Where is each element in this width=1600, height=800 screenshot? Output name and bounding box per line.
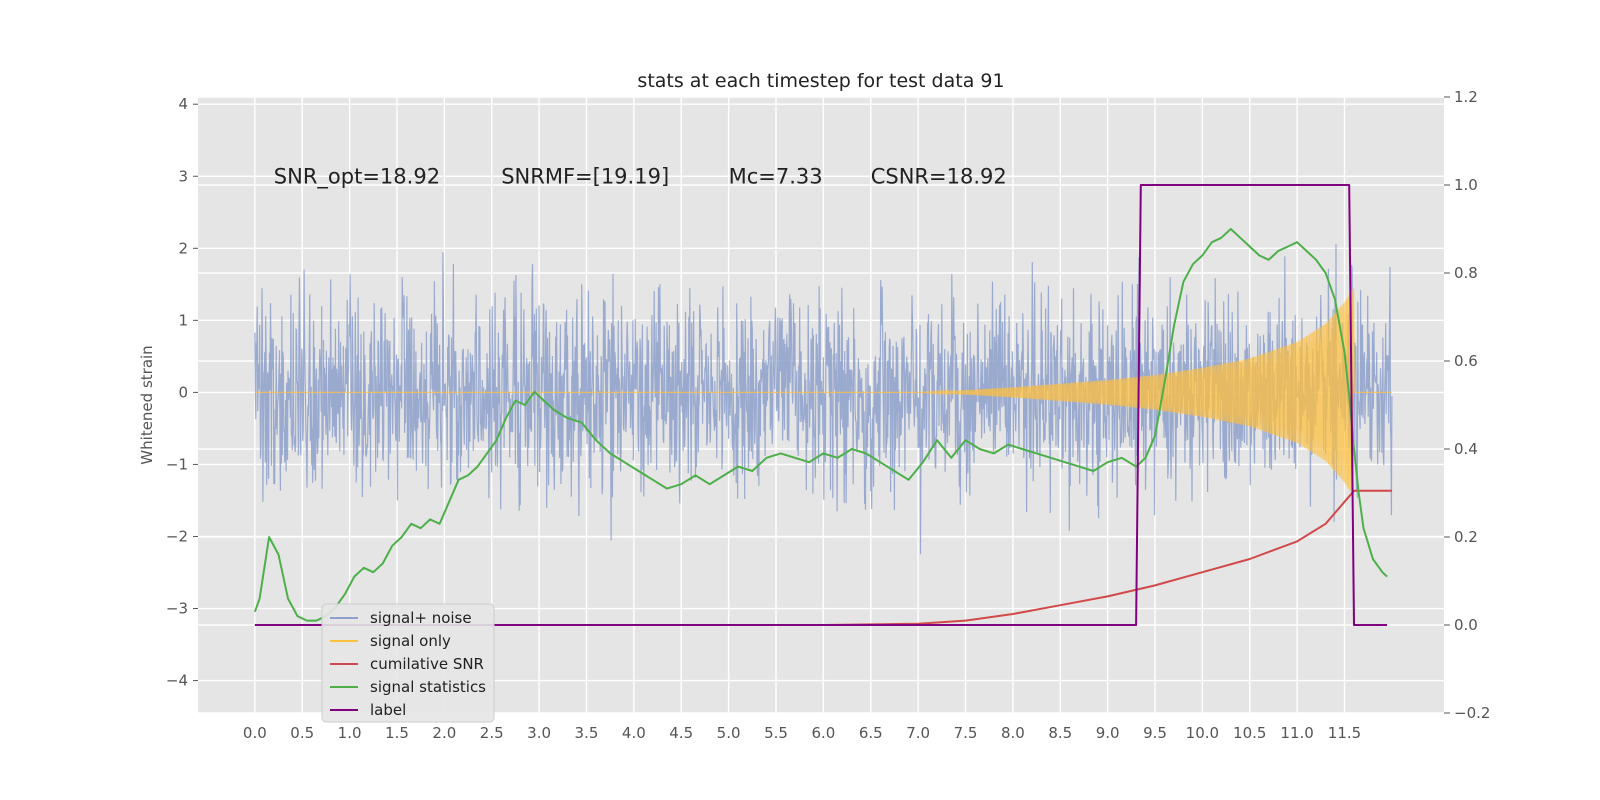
annotation-text: SNR_opt=18.92 [274,164,440,189]
y-axis-label: Whitened strain [138,345,156,464]
legend-label: signal+ noise [370,609,472,627]
x-tick-label: 9.0 [1096,724,1120,742]
annotation-text: CSNR=18.92 [871,164,1007,188]
x-tick-label: 11.5 [1328,724,1361,742]
x-tick-label: 7.5 [954,724,978,742]
x-tick-label: 4.0 [622,724,646,742]
y2-tick-label: −0.2 [1454,704,1490,722]
y-tick-label: 0 [178,383,188,401]
legend-label: signal statistics [370,678,486,696]
x-tick-label: 10.0 [1186,724,1219,742]
y-tick-label: 1 [178,311,188,329]
series-signal-statistics [253,228,1388,622]
series-cumilative-snr [254,489,1392,626]
legend-label: label [370,701,406,719]
y2-tick-label: 0.0 [1454,616,1478,634]
y-axis-left: 4 3 2 1 0 −1 −2 −3 −4 [166,95,198,690]
x-tick-label: 8.5 [1048,724,1072,742]
x-tick-label: 3.5 [575,724,599,742]
x-tick-label: 5.0 [717,724,741,742]
legend-label: cumilative SNR [370,655,484,673]
series-signal-noise [254,243,1393,555]
x-tick-label: 11.0 [1280,724,1313,742]
x-tick-label: 0.5 [290,724,314,742]
x-tick-label: 6.0 [811,724,835,742]
annotation-text: Mc=7.33 [729,164,823,188]
y-tick-label: 2 [178,239,188,257]
y2-tick-label: 1.0 [1454,176,1478,194]
y2-tick-label: 1.2 [1454,88,1478,106]
x-tick-label: 1.0 [338,724,362,742]
x-tick-label: 10.5 [1233,724,1266,742]
y2-tick-label: 0.8 [1454,264,1478,282]
y2-tick-label: 0.2 [1454,528,1478,546]
y-axis-right: 1.2 1.0 0.8 0.6 0.4 0.2 0.0 −0.2 [1444,88,1490,722]
y-tick-label: 4 [178,95,188,113]
x-tick-label: 6.5 [859,724,883,742]
x-tick-label: 2.5 [480,724,504,742]
x-tick-label: 3.0 [527,724,551,742]
x-axis: 0.0 0.5 1.0 1.5 2.0 2.5 3.0 3.5 4.0 4.5 5.0 5.5 6.0 6… [243,724,1361,742]
legend-box [321,603,495,723]
annotations: SNR_opt=18.92 SNRMF=[19.19] Mc=7.33 CSNR=18… [274,164,1007,189]
annotation-text: SNRMF=[19.19] [501,164,669,188]
x-tick-label: 7.0 [906,724,930,742]
plot-content [253,184,1393,626]
y-tick-label: −2 [166,527,188,545]
x-tick-label: 0.0 [243,724,267,742]
legend-label: signal only [370,632,451,650]
y2-tick-label: 0.4 [1454,440,1478,458]
series-signal-only [254,288,1392,496]
y2-tick-label: 0.6 [1454,352,1478,370]
y-tick-label: 3 [178,167,188,185]
chart-title: stats at each timestep for test data 91 [637,70,1004,92]
x-tick-label: 5.5 [764,724,788,742]
series-label [254,184,1388,626]
y-tick-label: −3 [166,600,188,618]
y-tick-label: −4 [166,672,188,690]
x-tick-label: 8.0 [1001,724,1025,742]
legend: signal+ noise signal only cumilative SNR si… [321,603,495,723]
x-tick-label: 2.0 [432,724,456,742]
y-tick-label: −1 [166,455,188,473]
x-tick-label: 4.5 [669,724,693,742]
x-tick-label: 9.5 [1143,724,1167,742]
x-tick-label: 1.5 [385,724,409,742]
